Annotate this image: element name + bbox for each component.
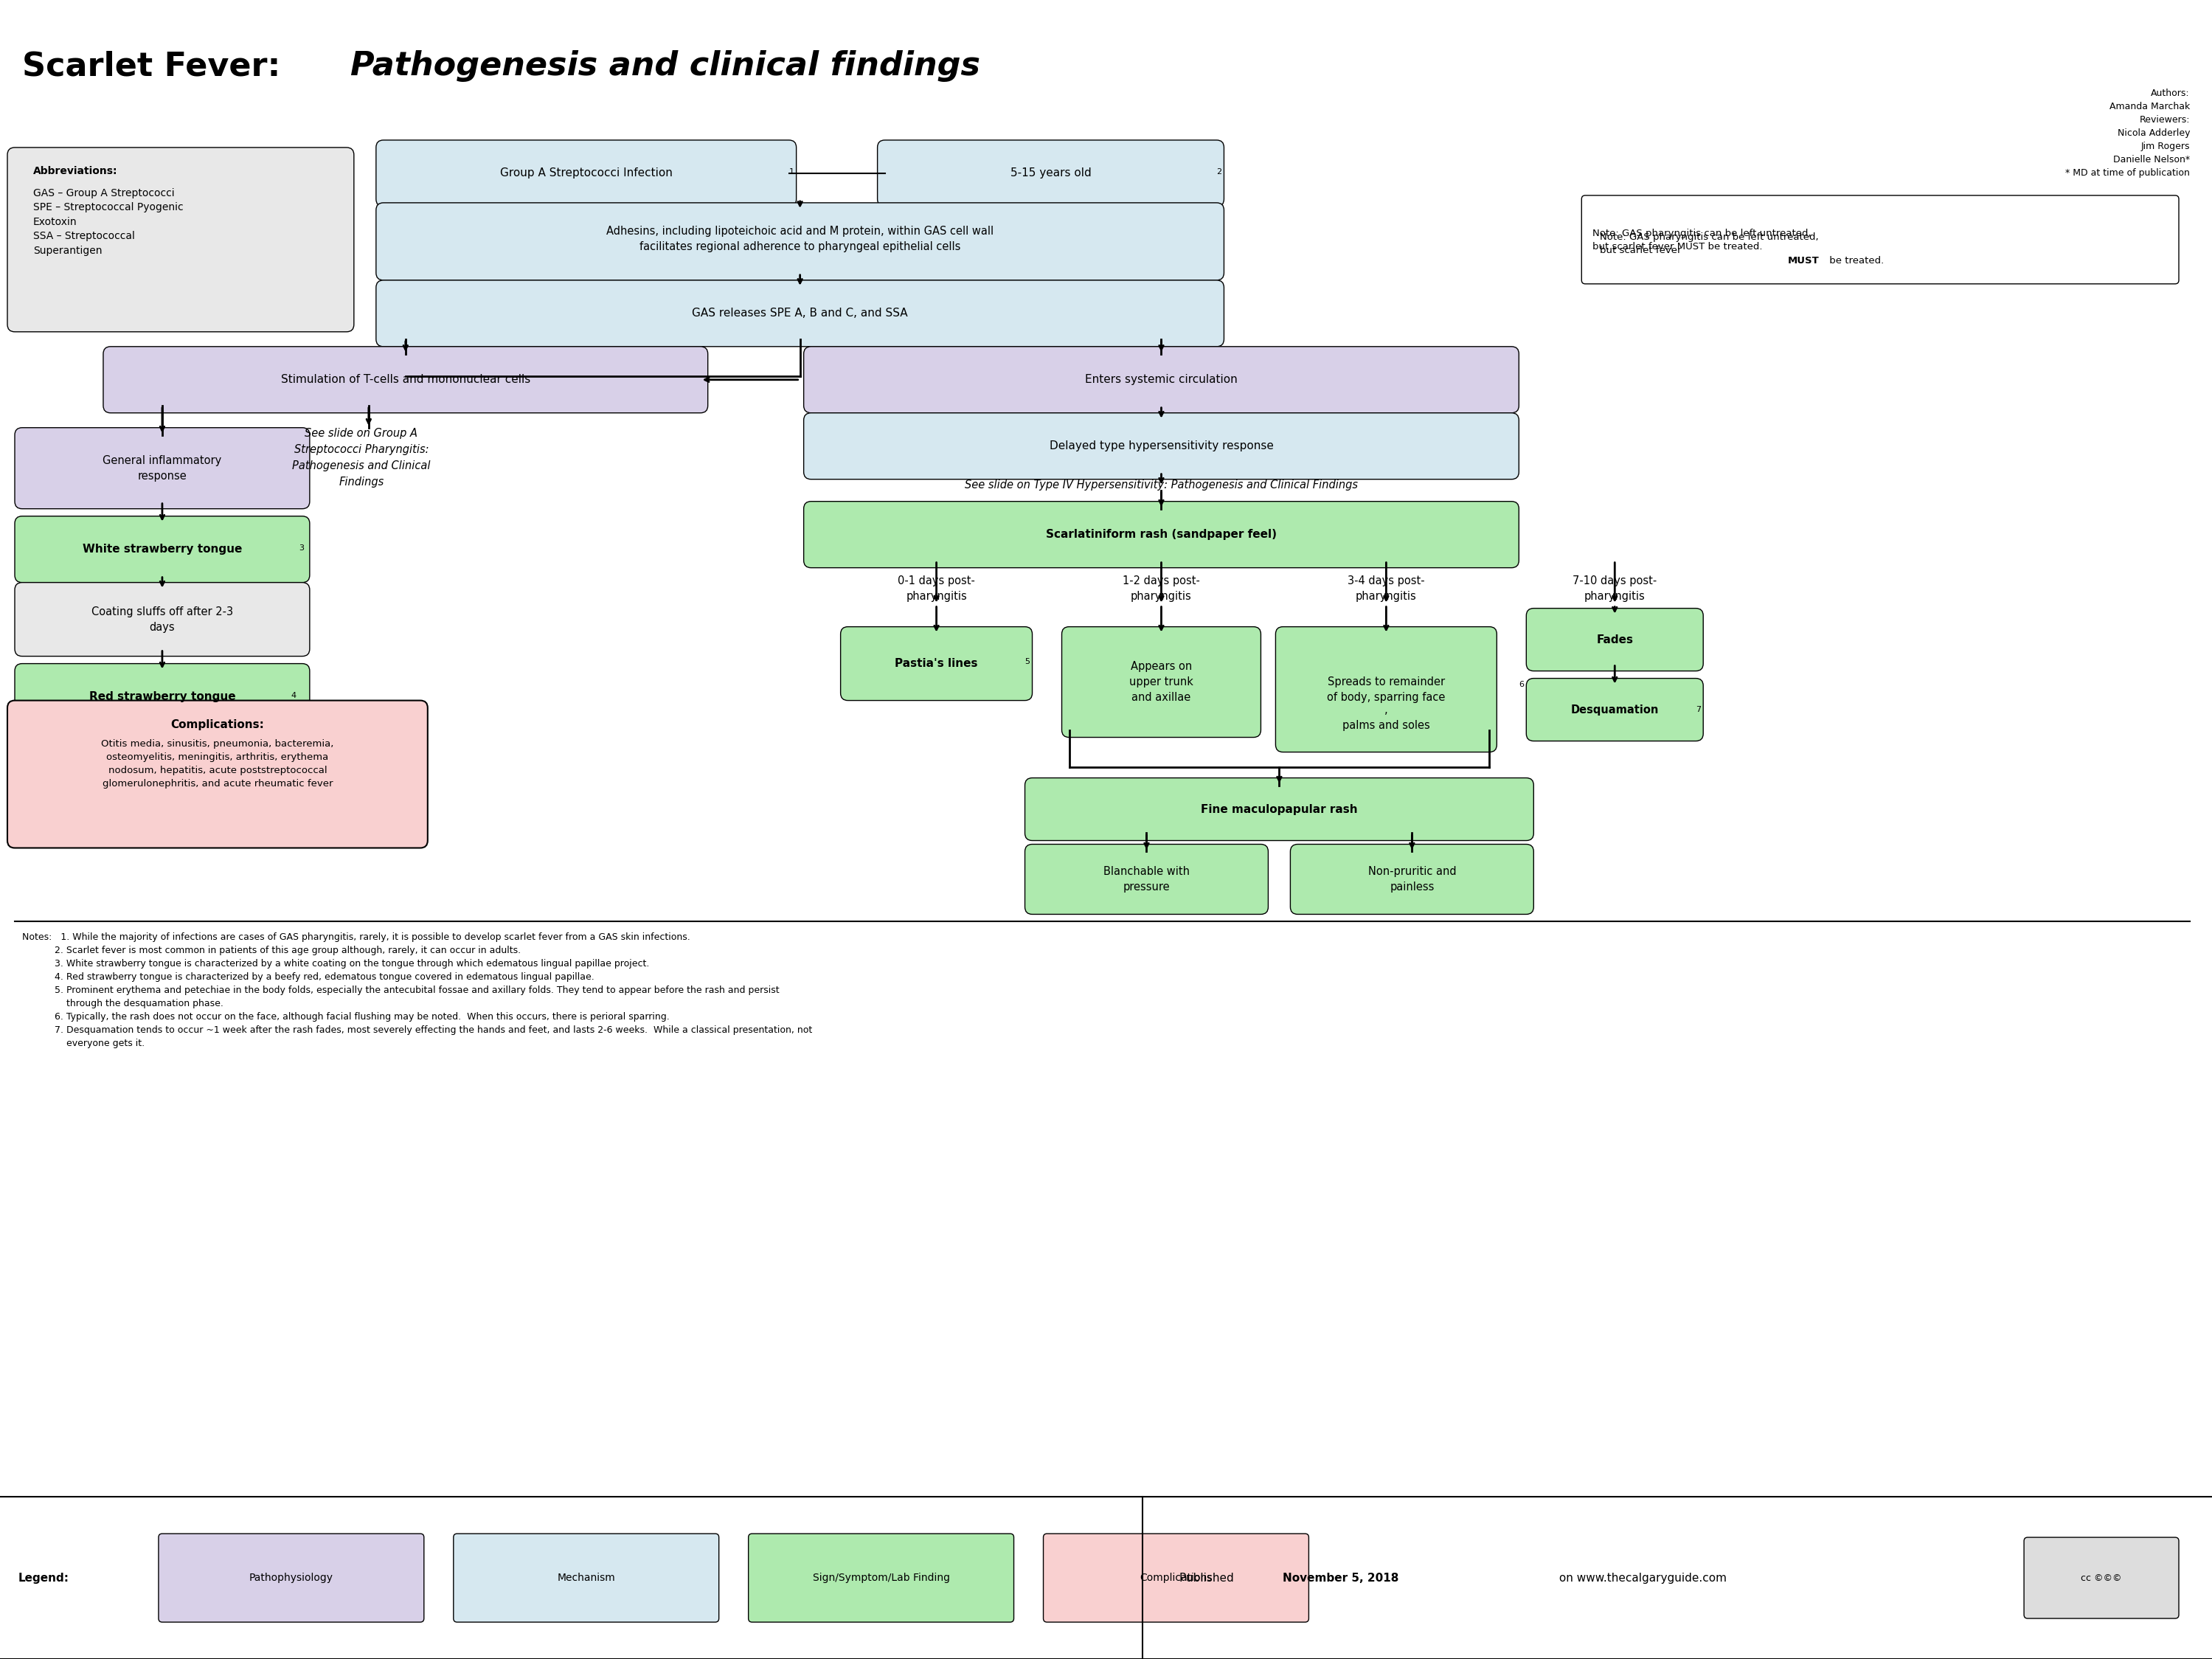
FancyBboxPatch shape bbox=[376, 280, 1223, 347]
Text: Sign/Symptom/Lab Finding: Sign/Symptom/Lab Finding bbox=[812, 1573, 949, 1583]
Text: Enters systemic circulation: Enters systemic circulation bbox=[1086, 375, 1237, 385]
Text: 5: 5 bbox=[1024, 657, 1031, 665]
FancyBboxPatch shape bbox=[1024, 778, 1533, 841]
Text: be treated.: be treated. bbox=[1827, 255, 1885, 265]
FancyBboxPatch shape bbox=[748, 1533, 1013, 1623]
FancyBboxPatch shape bbox=[841, 627, 1033, 700]
Text: Complications: Complications bbox=[1139, 1573, 1212, 1583]
FancyBboxPatch shape bbox=[1044, 1533, 1310, 1623]
Text: Fades: Fades bbox=[1597, 634, 1632, 645]
Text: cc ©©©: cc ©©© bbox=[2081, 1573, 2121, 1583]
FancyBboxPatch shape bbox=[1526, 679, 1703, 742]
Text: 4: 4 bbox=[292, 692, 296, 698]
Text: Scarlatiniform rash (sandpaper feel): Scarlatiniform rash (sandpaper feel) bbox=[1046, 529, 1276, 541]
Text: Note: GAS pharyngitis can be left untreated,
but scarlet fever MUST be treated.: Note: GAS pharyngitis can be left untrea… bbox=[1593, 229, 1812, 252]
Text: November 5, 2018: November 5, 2018 bbox=[1283, 1573, 1398, 1583]
Text: GAS – Group A Streptococci
SPE – Streptococcal Pyogenic
Exotoxin
SSA – Streptoco: GAS – Group A Streptococci SPE – Strepto… bbox=[33, 187, 184, 255]
Text: Fine maculopapular rash: Fine maculopapular rash bbox=[1201, 803, 1358, 815]
Text: 2: 2 bbox=[1217, 168, 1221, 176]
FancyBboxPatch shape bbox=[376, 139, 796, 206]
Text: 3-4 days post-
pharyngitis: 3-4 days post- pharyngitis bbox=[1347, 576, 1425, 602]
FancyBboxPatch shape bbox=[803, 501, 1520, 567]
FancyBboxPatch shape bbox=[15, 582, 310, 657]
FancyBboxPatch shape bbox=[803, 347, 1520, 413]
FancyBboxPatch shape bbox=[1526, 609, 1703, 670]
Text: 1-2 days post-
pharyngitis: 1-2 days post- pharyngitis bbox=[1124, 576, 1199, 602]
Text: Blanchable with
pressure: Blanchable with pressure bbox=[1104, 866, 1190, 893]
Text: GAS releases SPE A, B and C, and SSA: GAS releases SPE A, B and C, and SSA bbox=[692, 309, 907, 319]
Text: Desquamation: Desquamation bbox=[1571, 703, 1659, 715]
Text: Note: GAS pharyngitis can be left untreated,
but scarlet fever: Note: GAS pharyngitis can be left untrea… bbox=[1599, 232, 1818, 255]
Text: 7: 7 bbox=[1697, 705, 1701, 713]
FancyBboxPatch shape bbox=[1062, 627, 1261, 737]
Text: Legend:: Legend: bbox=[18, 1573, 69, 1583]
FancyBboxPatch shape bbox=[15, 664, 310, 730]
Text: Complications:: Complications: bbox=[170, 718, 263, 730]
Text: Pathogenesis and clinical findings: Pathogenesis and clinical findings bbox=[349, 50, 980, 83]
Text: Scarlet Fever:: Scarlet Fever: bbox=[22, 50, 292, 83]
FancyBboxPatch shape bbox=[1582, 196, 2179, 284]
Text: General inflammatory
response: General inflammatory response bbox=[102, 455, 221, 481]
FancyBboxPatch shape bbox=[453, 1533, 719, 1623]
FancyBboxPatch shape bbox=[7, 700, 427, 848]
Text: 1: 1 bbox=[790, 168, 794, 176]
Text: 5-15 years old: 5-15 years old bbox=[1011, 168, 1091, 179]
Text: White strawberry tongue: White strawberry tongue bbox=[82, 544, 241, 554]
Text: Authors:
Amanda Marchak
Reviewers:
Nicola Adderley
Jim Rogers
Danielle Nelson*
*: Authors: Amanda Marchak Reviewers: Nicol… bbox=[2066, 88, 2190, 178]
Text: ,
palms and soles: , palms and soles bbox=[1343, 703, 1429, 730]
Text: Red strawberry tongue: Red strawberry tongue bbox=[88, 692, 234, 702]
Text: Group A Streptococci Infection: Group A Streptococci Infection bbox=[500, 168, 672, 179]
FancyBboxPatch shape bbox=[159, 1533, 425, 1623]
Text: Published: Published bbox=[1179, 1573, 1239, 1583]
Text: 7-10 days post-
pharyngitis: 7-10 days post- pharyngitis bbox=[1573, 576, 1657, 602]
Text: See slide on Type IV Hypersensitivity: Pathogenesis and Clinical Findings: See slide on Type IV Hypersensitivity: P… bbox=[964, 479, 1358, 491]
Text: Mechanism: Mechanism bbox=[557, 1573, 615, 1583]
Text: Pastia's lines: Pastia's lines bbox=[896, 659, 978, 669]
Text: Coating sluffs off after 2-3
days: Coating sluffs off after 2-3 days bbox=[91, 606, 232, 632]
Text: on www.thecalgaryguide.com: on www.thecalgaryguide.com bbox=[1555, 1573, 1728, 1583]
Text: 0-1 days post-
pharyngitis: 0-1 days post- pharyngitis bbox=[898, 576, 975, 602]
FancyBboxPatch shape bbox=[7, 148, 354, 332]
FancyBboxPatch shape bbox=[2024, 1538, 2179, 1619]
Text: Spreads to remainder
of body, sparring face: Spreads to remainder of body, sparring f… bbox=[1327, 677, 1444, 703]
FancyBboxPatch shape bbox=[1290, 844, 1533, 914]
FancyBboxPatch shape bbox=[376, 202, 1223, 280]
Text: Abbreviations:: Abbreviations: bbox=[33, 166, 117, 176]
FancyBboxPatch shape bbox=[1024, 844, 1267, 914]
Text: Adhesins, including lipoteichoic acid and M protein, within GAS cell wall
facili: Adhesins, including lipoteichoic acid an… bbox=[606, 226, 993, 252]
Text: 3: 3 bbox=[299, 544, 303, 551]
Text: Appears on
upper trunk
and axillae: Appears on upper trunk and axillae bbox=[1130, 660, 1192, 703]
Text: Stimulation of T-cells and mononuclear cells: Stimulation of T-cells and mononuclear c… bbox=[281, 375, 531, 385]
Text: Otitis media, sinusitis, pneumonia, bacteremia,
osteomyelitis, meningitis, arthr: Otitis media, sinusitis, pneumonia, bact… bbox=[102, 738, 334, 788]
Text: MUST: MUST bbox=[1787, 255, 1820, 265]
FancyBboxPatch shape bbox=[104, 347, 708, 413]
FancyBboxPatch shape bbox=[1276, 627, 1498, 752]
FancyBboxPatch shape bbox=[803, 413, 1520, 479]
Text: 6: 6 bbox=[1520, 680, 1524, 688]
Text: Delayed type hypersensitivity response: Delayed type hypersensitivity response bbox=[1048, 441, 1274, 451]
Text: Non-pruritic and
painless: Non-pruritic and painless bbox=[1367, 866, 1455, 893]
FancyBboxPatch shape bbox=[15, 428, 310, 509]
Text: Pathophysiology: Pathophysiology bbox=[250, 1573, 334, 1583]
Text: Notes:   1. While the majority of infections are cases of GAS pharyngitis, rarel: Notes: 1. While the majority of infectio… bbox=[22, 932, 812, 1048]
FancyBboxPatch shape bbox=[15, 516, 310, 582]
FancyBboxPatch shape bbox=[878, 139, 1223, 206]
Text: See slide on Group A
Streptococci Pharyngitis:
Pathogenesis and Clinical
Finding: See slide on Group A Streptococci Pharyn… bbox=[292, 428, 431, 488]
